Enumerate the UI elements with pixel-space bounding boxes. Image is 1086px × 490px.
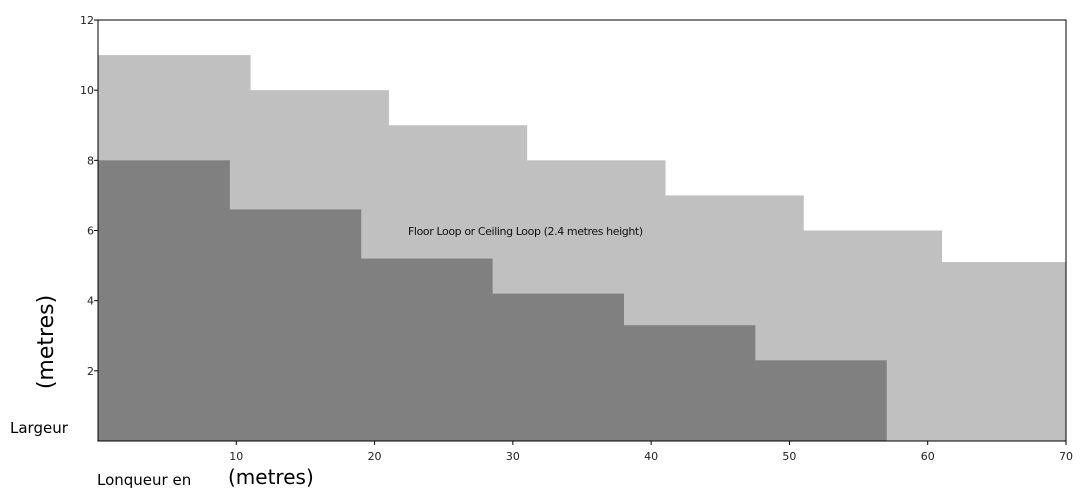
series-2-step-1: [98, 160, 230, 441]
series-2-step-2: [229, 209, 362, 441]
y-axis-prefix-label: Largeur: [10, 419, 69, 437]
series-layer: [98, 55, 1067, 442]
x-tick-label-20: 20: [368, 450, 382, 463]
x-tick-label-70: 70: [1059, 450, 1073, 463]
series-2-step-3: [360, 258, 493, 441]
y-tick-label-4: 4: [87, 295, 94, 308]
y-tick-label-10: 10: [80, 84, 94, 97]
y-tick-label-8: 8: [87, 154, 94, 167]
x-tick-label-30: 30: [506, 450, 520, 463]
series-2-step-6: [754, 360, 887, 441]
y-tick-label-2: 2: [87, 365, 94, 378]
x-tick-label-40: 40: [644, 450, 658, 463]
series-2-step-4: [492, 293, 624, 441]
x-axis-prefix-label: Lonqueur en: [97, 471, 191, 489]
series-1-step-7: [941, 262, 1067, 441]
x-axis-unit-label: (metres): [228, 465, 314, 489]
x-axis-ticks: 10 20 30 40 50 60 70: [229, 441, 1073, 463]
y-tick-label-12: 12: [80, 14, 94, 27]
x-tick-label-10: 10: [229, 450, 243, 463]
y-axis-ticks: 2 4 6 8 10 12: [80, 14, 98, 378]
series-2-step-5: [623, 325, 756, 441]
x-tick-label-60: 60: [921, 450, 935, 463]
x-tick-label-50: 50: [782, 450, 796, 463]
y-axis-unit-label: (metres): [34, 295, 59, 389]
floor-loop-annotation: Floor Loop or Ceiling Loop (2.4 metres h…: [408, 225, 643, 238]
y-tick-label-6: 6: [87, 225, 94, 238]
